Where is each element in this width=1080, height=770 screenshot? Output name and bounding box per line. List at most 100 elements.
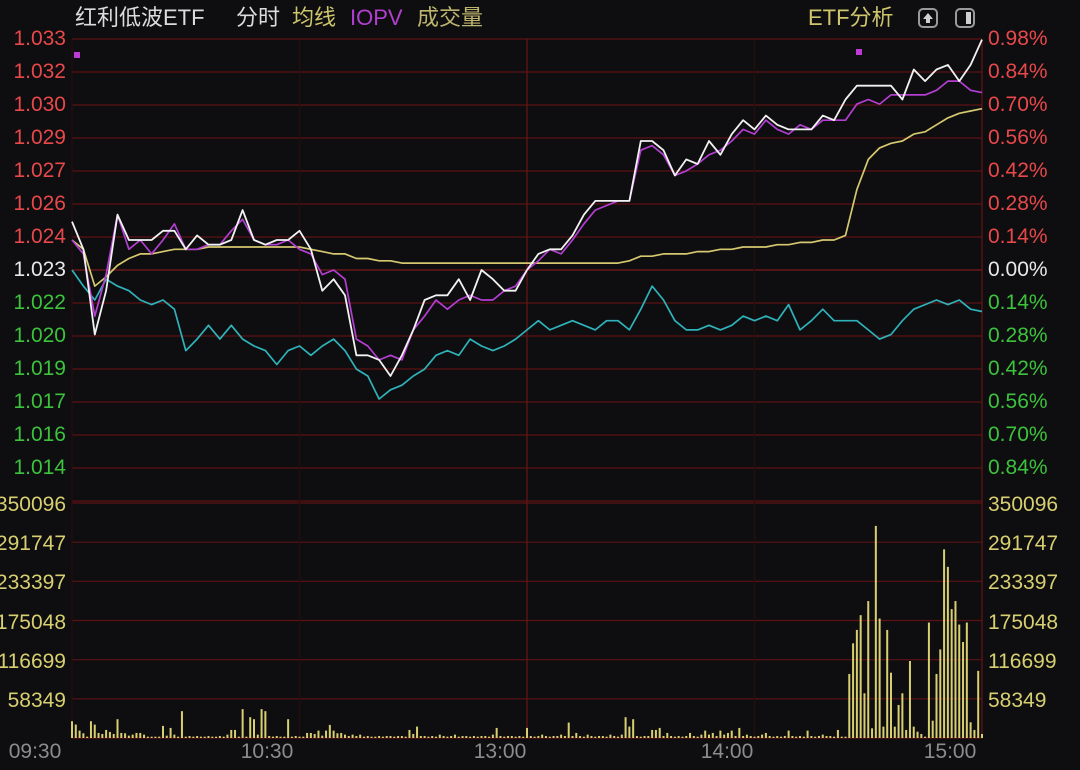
volume-bar	[491, 734, 494, 738]
volume-bar	[711, 732, 714, 738]
volume-bar	[431, 735, 434, 738]
volume-bar	[97, 732, 100, 738]
volume-bar	[931, 720, 934, 738]
volume-bar	[457, 736, 460, 738]
volume-bar	[279, 736, 282, 738]
volume-bar	[408, 729, 411, 738]
volume-bar	[764, 732, 767, 738]
volume-bar	[526, 727, 528, 738]
volume-bar	[533, 736, 536, 738]
volume-bar	[692, 735, 695, 738]
volume-bar	[836, 729, 839, 738]
volume-bar	[950, 609, 953, 738]
volume-bar	[135, 732, 138, 738]
volume-bar	[453, 734, 456, 738]
volume-bar	[173, 734, 176, 738]
volume-bar	[829, 735, 832, 738]
volume-bar	[920, 733, 923, 738]
volume-bar	[624, 717, 627, 738]
volume-bar	[632, 719, 635, 738]
volume-bar	[469, 736, 472, 738]
volume-bar	[647, 735, 650, 738]
volume-bar	[116, 719, 119, 738]
percent-tick-label: 0.56%	[988, 390, 1048, 413]
volume-bar	[465, 735, 468, 738]
volume-bar	[321, 735, 324, 738]
volume-bar	[442, 735, 445, 738]
etf-analysis-button[interactable]: ETF分析	[808, 5, 894, 30]
volume-bar	[412, 733, 415, 738]
volume-bar	[268, 735, 271, 738]
volume-bar	[241, 709, 244, 738]
volume-bar	[905, 729, 908, 738]
volume-bar	[105, 729, 108, 738]
volume-bar	[93, 724, 96, 738]
volume-bar	[234, 729, 237, 738]
volume-bar	[908, 661, 911, 738]
percent-tick-label: 0.70%	[988, 93, 1048, 116]
volume-bar	[567, 722, 570, 738]
volume-bar	[177, 736, 180, 738]
volume-bar	[124, 733, 127, 738]
volume-bar	[215, 736, 218, 738]
percent-tick-label: 0.70%	[988, 423, 1048, 446]
volume-tick-label-right: 116699	[988, 649, 1057, 673]
volume-bar	[556, 735, 559, 738]
volume-bar	[734, 735, 737, 738]
volume-bar	[723, 734, 726, 738]
price-tick-label: 1.026	[13, 192, 66, 215]
volume-bar	[112, 733, 115, 738]
volume-bar	[571, 735, 574, 738]
volume-bar	[150, 736, 153, 738]
volume-bar	[499, 735, 502, 738]
volume-bar	[313, 733, 316, 738]
volume-bar	[154, 736, 157, 738]
time-tick-label: 10:30	[240, 740, 294, 763]
volume-bar	[514, 736, 517, 738]
volume-bar	[146, 736, 149, 738]
volume-bar	[89, 721, 92, 738]
volume-bar	[192, 736, 195, 738]
volume-bar	[101, 733, 104, 738]
percent-tick-label: 0.98%	[988, 27, 1048, 50]
volume-bar	[590, 735, 593, 738]
volume-bar	[253, 719, 255, 738]
volume-bar	[670, 735, 673, 738]
volume-bar	[605, 736, 608, 738]
percent-tick-label: 0.14%	[988, 291, 1048, 314]
volume-bar	[344, 734, 346, 738]
volume-bar	[787, 730, 790, 738]
volume-bar	[374, 736, 377, 738]
volume-bar	[419, 735, 422, 738]
volume-bar	[912, 726, 915, 738]
volume-bar	[783, 735, 786, 738]
volume-bar	[275, 735, 278, 738]
volume-bar	[874, 525, 877, 738]
volume-bar	[897, 704, 900, 738]
volume-bar	[287, 719, 290, 738]
collapse-up-icon[interactable]	[918, 8, 938, 28]
volume-bar	[651, 729, 654, 738]
volume-bar	[400, 735, 403, 738]
time-tick-label: 09:30	[8, 740, 62, 763]
volume-bar	[814, 736, 817, 738]
volume-bar	[488, 736, 491, 738]
percent-tick-label: 0.28%	[988, 192, 1048, 215]
high-marker-icon	[856, 49, 862, 55]
volume-bar	[336, 733, 339, 738]
volume-bar	[302, 736, 305, 738]
volume-bar	[355, 735, 358, 738]
volume-bar	[184, 736, 187, 738]
price-tick-label: 1.019	[13, 357, 66, 380]
volume-bar	[871, 728, 874, 738]
volume-bar	[397, 735, 400, 738]
volume-bar	[939, 649, 942, 738]
panel-toggle-icon[interactable]	[955, 8, 975, 28]
volume-bar	[548, 736, 551, 738]
mode-label[interactable]: 分时	[236, 5, 281, 30]
volume-bar	[658, 727, 661, 738]
volume-tick-label-right: 233397	[988, 571, 1059, 595]
volume-bar	[325, 730, 328, 738]
legend-iopv: IOPV	[350, 5, 403, 30]
